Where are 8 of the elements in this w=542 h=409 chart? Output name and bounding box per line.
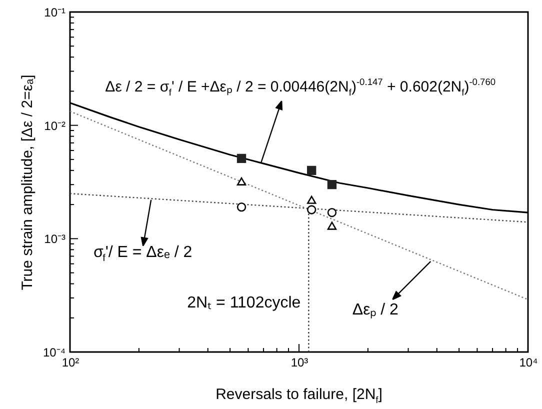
y-axis-title: True strain amplitude, [Δε / 2=εₐ]	[18, 74, 36, 290]
annotation: 2Nₜ = 1102cycle	[187, 294, 301, 312]
x-tick-label: 10³	[290, 356, 308, 370]
annotation: Δεₚ / 2	[352, 301, 399, 318]
x-tick-label: 10⁴	[519, 356, 538, 370]
y-tick-label: 10⁻¹	[44, 6, 66, 20]
y-tick-label: 10⁻²	[44, 118, 66, 133]
y-tick-label: 10⁻³	[44, 232, 66, 246]
